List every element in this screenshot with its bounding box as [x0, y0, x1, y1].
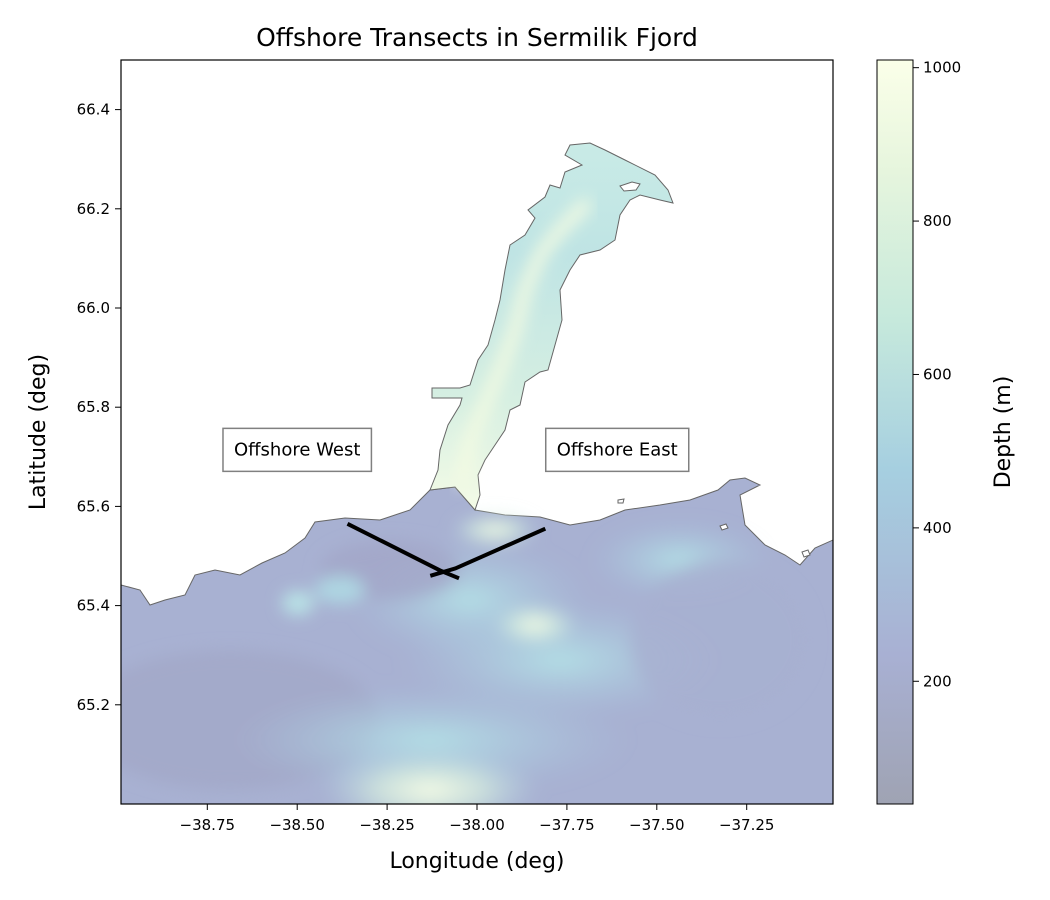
trough-patch-3 — [230, 685, 630, 795]
x-tick-label: −38.50 — [269, 816, 325, 834]
transect-label-box — [222, 427, 373, 473]
transect-label-text: Offshore West — [234, 439, 360, 460]
y-tick-label: 66.0 — [77, 299, 110, 317]
y-tick-label: 66.2 — [77, 200, 110, 218]
colorbar-ticks: 200 400 600 800 1000 — [913, 59, 961, 690]
y-tick-label: 65.4 — [77, 597, 110, 615]
colorbar-tick-label: 1000 — [923, 59, 961, 77]
cyan-spot-west-2 — [315, 576, 365, 604]
transect-label-box — [544, 427, 690, 473]
colorbar-tick-label: 400 — [923, 519, 952, 537]
y-tick-label: 65.8 — [77, 398, 110, 416]
y-tick-label: 65.6 — [77, 497, 110, 515]
cyan-spot-west — [282, 591, 314, 615]
fjord-island — [619, 181, 641, 192]
x-tick-label: −38.75 — [180, 816, 236, 834]
transect-label-text: Offshore East — [557, 439, 678, 460]
island-south-coast — [719, 523, 729, 531]
fjord-deep-channel — [456, 199, 591, 486]
colorbar-tick-label: 600 — [923, 365, 952, 383]
colorbar — [876, 59, 914, 805]
island-east-2 — [801, 549, 811, 558]
x-axis-label: Longitude (deg) — [389, 849, 564, 874]
sermilik-fjord — [429, 142, 674, 511]
y-tick-label: 65.2 — [77, 696, 110, 714]
island-east — [617, 498, 625, 504]
transect-line-east — [429, 526, 547, 578]
y-axis-ticks: 65.2 65.4 65.6 65.8 66.0 66.2 66.4 — [77, 101, 121, 714]
x-tick-label: −37.25 — [719, 816, 775, 834]
colorbar-tick-label: 800 — [923, 212, 952, 230]
chart-title: Offshore Transects in Sermilik Fjord — [256, 23, 698, 52]
deep-spot-south — [320, 750, 540, 804]
y-axis-label: Latitude (deg) — [26, 354, 51, 510]
deep-spot-mouth — [450, 512, 540, 548]
colorbar-tick-label: 200 — [923, 672, 952, 690]
deep-spot-mid — [490, 603, 580, 647]
transect-labels: Offshore West Offshore East — [222, 427, 690, 473]
x-tick-label: −38.25 — [359, 816, 415, 834]
x-tick-label: −38.00 — [449, 816, 505, 834]
bathymetry-map — [121, 142, 833, 804]
transects — [346, 522, 547, 581]
y-tick-label: 66.4 — [77, 101, 110, 119]
x-tick-label: −37.50 — [629, 816, 685, 834]
shallow-patch-east — [630, 560, 810, 720]
x-axis-ticks: −38.75 −38.50 −38.25 −38.00 −37.75 −37.50 −37.… — [180, 804, 775, 834]
colorbar-label: Depth (m) — [991, 376, 1016, 489]
x-tick-label: −37.75 — [539, 816, 595, 834]
